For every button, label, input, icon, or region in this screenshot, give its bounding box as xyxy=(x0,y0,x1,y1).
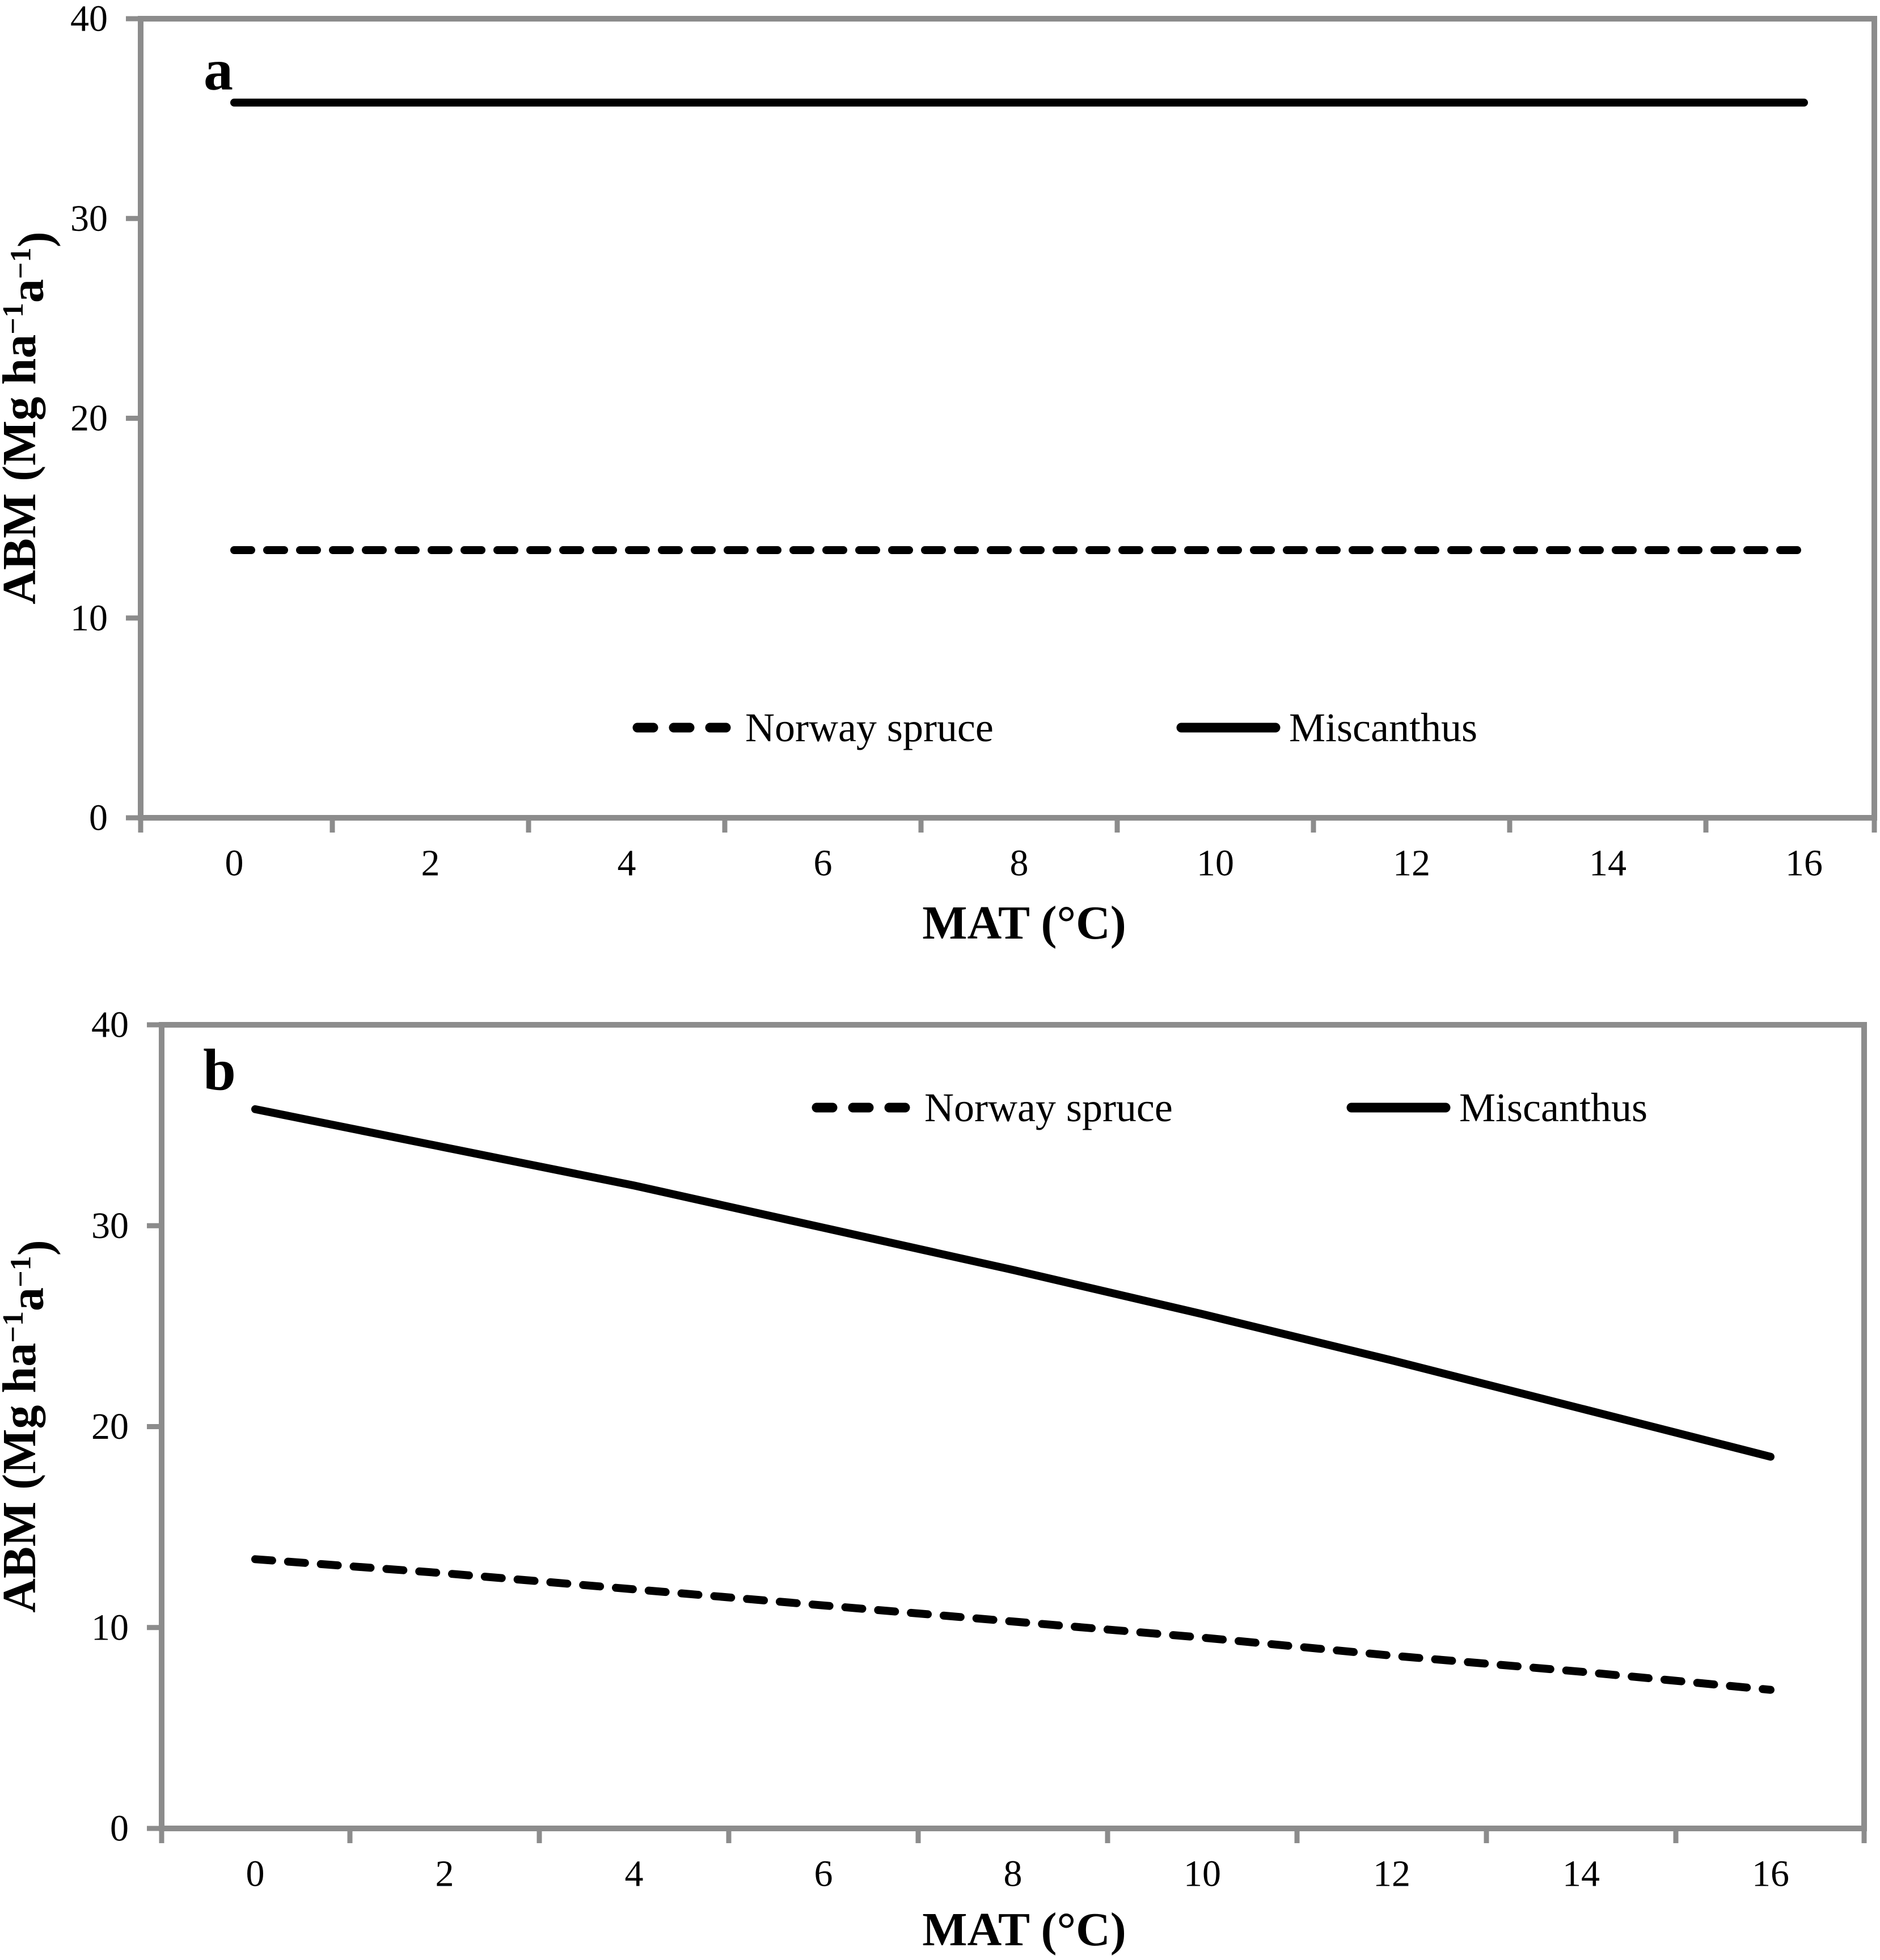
y-tick-label: 40 xyxy=(70,0,108,40)
y-tick-label: 10 xyxy=(91,1607,129,1648)
legend-label-norway-spruce: Norway spruce xyxy=(924,1085,1173,1130)
x-tick-label: 8 xyxy=(1004,1853,1023,1895)
x-tick-label: 16 xyxy=(1752,1853,1789,1895)
panel-letter-a: a xyxy=(204,37,233,103)
x-tick-label: 14 xyxy=(1562,1853,1600,1895)
x-tick-label: 16 xyxy=(1785,843,1823,884)
legend-label-miscanthus: Miscanthus xyxy=(1289,705,1477,750)
x-tick-label: 14 xyxy=(1589,843,1626,884)
x-tick-label: 12 xyxy=(1393,843,1430,884)
panel-b: 0 10 20 30 40 0 2 4 6 8 10 12 14 16 Norway spruce Misca… xyxy=(0,1004,1867,1956)
y-tick-label: 40 xyxy=(91,1004,129,1046)
x-tick-label: 12 xyxy=(1373,1853,1410,1895)
x-tick-label: 2 xyxy=(436,1853,454,1895)
x-tick-label: 10 xyxy=(1184,1853,1221,1895)
x-tick-label: 0 xyxy=(225,843,244,884)
x-tick-label: 10 xyxy=(1197,843,1234,884)
panel-a: 0 10 20 30 40 0 2 4 6 8 10 12 14 16 Norway spruce Misca… xyxy=(0,0,1877,949)
x-tick-label: 6 xyxy=(814,843,833,884)
y-tick-label: 20 xyxy=(70,398,108,439)
y-axis-title: ABM (Mg ha−1a−1) xyxy=(0,1240,61,1612)
x-tick-label: 4 xyxy=(625,1853,644,1895)
plot-border xyxy=(138,16,1877,821)
x-tick-label: 0 xyxy=(246,1853,265,1895)
legend-label-miscanthus: Miscanthus xyxy=(1459,1085,1647,1130)
x-axis-title: MAT (°C) xyxy=(922,897,1126,949)
y-tick-label: 10 xyxy=(70,597,108,639)
panel-letter-b: b xyxy=(203,1037,236,1102)
y-tick-label: 0 xyxy=(110,1808,129,1849)
y-tick-label: 20 xyxy=(91,1406,129,1447)
y-tick-label: 30 xyxy=(91,1205,129,1247)
legend-label-norway-spruce: Norway spruce xyxy=(745,705,994,750)
x-axis-title: MAT (°C) xyxy=(922,1903,1126,1956)
x-tick-label: 6 xyxy=(814,1853,833,1895)
series-line-norway-spruce xyxy=(251,1555,1775,1694)
y-tick-label: 30 xyxy=(70,198,108,239)
y-axis-title: ABM (Mg ha−1a−1) xyxy=(0,231,61,604)
x-tick-label: 4 xyxy=(618,843,636,884)
series-line-miscanthus xyxy=(251,1105,1775,1461)
x-tick-label: 8 xyxy=(1010,843,1029,884)
y-tick-label: 0 xyxy=(89,797,108,839)
x-tick-label: 2 xyxy=(421,843,440,884)
